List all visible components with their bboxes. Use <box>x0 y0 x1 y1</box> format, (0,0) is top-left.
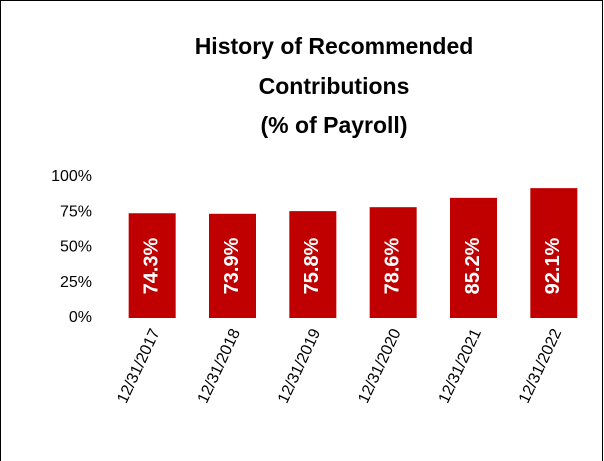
data-label: 74.3% <box>140 237 162 294</box>
bar <box>369 207 417 318</box>
bar <box>209 213 256 318</box>
bar <box>289 211 337 318</box>
bar <box>530 188 578 318</box>
bar <box>450 197 497 318</box>
chart-title: Contributions <box>259 73 410 99</box>
y-tick-label: 25% <box>60 274 92 291</box>
data-label: 85.2% <box>462 237 484 294</box>
y-tick-label: 0% <box>69 309 92 326</box>
data-label: 92.1% <box>542 237 564 294</box>
data-label: 78.6% <box>381 237 403 294</box>
bar <box>128 213 176 318</box>
y-tick-label: 100% <box>51 168 92 185</box>
data-label: 75.8% <box>301 237 323 294</box>
chart-title: (% of Payroll) <box>261 112 408 138</box>
data-label: 73.9% <box>221 237 243 294</box>
chart-title: History of Recommended <box>195 33 474 59</box>
y-tick-label: 50% <box>60 239 92 256</box>
y-tick-label: 75% <box>60 203 92 220</box>
